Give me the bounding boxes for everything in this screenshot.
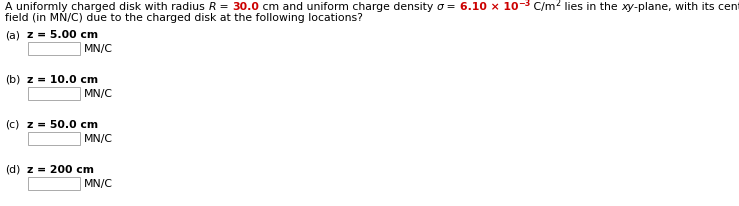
Text: (c): (c) — [5, 119, 19, 129]
Text: cm and uniform charge density: cm and uniform charge density — [259, 2, 437, 12]
Text: A uniformly charged disk with radius: A uniformly charged disk with radius — [5, 2, 208, 12]
Text: =: = — [216, 2, 232, 12]
Text: 30.0: 30.0 — [232, 2, 259, 12]
Text: lies in the: lies in the — [561, 2, 621, 12]
Text: C/m: C/m — [531, 2, 556, 12]
Text: -plane, with its center at the origin. What is the electric: -plane, with its center at the origin. W… — [633, 2, 739, 12]
Text: field (in MN/C) due to the charged disk at the following locations?: field (in MN/C) due to the charged disk … — [5, 13, 363, 23]
Text: R: R — [208, 2, 216, 12]
Bar — [28, 132, 80, 145]
Text: MN/C: MN/C — [84, 44, 113, 54]
Text: −3: −3 — [518, 0, 531, 8]
Text: σ: σ — [437, 2, 443, 12]
Text: (b): (b) — [5, 75, 21, 85]
Text: 6.10 × 10: 6.10 × 10 — [460, 2, 518, 12]
Text: =: = — [443, 2, 460, 12]
Text: (d): (d) — [5, 164, 21, 174]
Text: MN/C: MN/C — [84, 89, 113, 98]
Bar — [28, 177, 80, 190]
Text: 2: 2 — [556, 0, 561, 8]
Text: MN/C: MN/C — [84, 178, 113, 188]
Bar — [28, 88, 80, 101]
Text: (a): (a) — [5, 30, 20, 40]
Text: z = 5.00 cm: z = 5.00 cm — [27, 30, 98, 40]
Text: xy: xy — [621, 2, 633, 12]
Text: z = 10.0 cm: z = 10.0 cm — [27, 75, 98, 85]
Bar — [28, 43, 80, 56]
Text: z = 50.0 cm: z = 50.0 cm — [27, 119, 98, 129]
Text: z = 200 cm: z = 200 cm — [27, 164, 94, 174]
Text: MN/C: MN/C — [84, 133, 113, 143]
